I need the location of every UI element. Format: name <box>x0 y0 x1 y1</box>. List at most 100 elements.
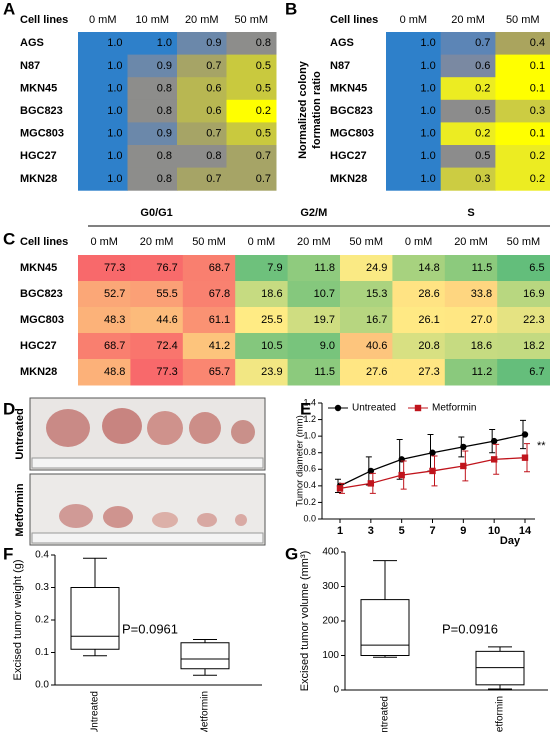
heat-cell <box>495 54 550 78</box>
heat-cell <box>497 333 550 360</box>
whisker-low <box>83 649 107 657</box>
y-tick-label: 100 <box>322 650 339 661</box>
cell-label: 48.8 <box>104 366 125 378</box>
whisker-high <box>193 639 217 643</box>
heat-cell <box>386 32 442 56</box>
heat-cell <box>130 255 184 282</box>
y-tick-label: 0.4 <box>303 480 316 490</box>
cell-label: 0.6 <box>206 82 221 94</box>
heat-cell <box>226 122 277 146</box>
heat-cell <box>177 167 227 191</box>
marker <box>460 462 467 470</box>
row-label: N87 <box>20 60 40 72</box>
heat-cell <box>78 32 128 56</box>
y-tick-label: 0.6 <box>303 464 316 474</box>
x-tick-label: Metformin <box>495 696 506 732</box>
ruler <box>31 532 264 544</box>
cell-label: 0.2 <box>475 128 490 140</box>
x-tick-label: Untreated <box>90 691 101 732</box>
corner-label: Cell lines <box>20 14 68 26</box>
y-tick-label: 0.2 <box>303 497 316 507</box>
column-label: 20 mM <box>140 236 174 248</box>
cell-label: 0.8 <box>157 150 172 162</box>
heat-cell <box>444 255 498 282</box>
cell-label: 16.9 <box>523 288 544 300</box>
whisker-low <box>193 668 217 676</box>
whisker-high <box>373 560 397 600</box>
y-tick-label: 1.0 <box>303 431 316 441</box>
heat-cell <box>497 255 550 282</box>
tumor <box>46 409 90 447</box>
cell-label: 77.3 <box>104 262 125 274</box>
heat-cell <box>127 32 178 56</box>
y-tick-label: 1.4 <box>303 397 316 407</box>
group-label: G0/G1 <box>140 207 172 219</box>
cell-label: 0.3 <box>475 173 490 185</box>
cell-label: 0.5 <box>475 150 490 162</box>
cell-label: 1.0 <box>107 128 122 140</box>
heat-cell <box>287 333 341 360</box>
cell-label: 1.0 <box>107 82 122 94</box>
x-tick-label: 5 <box>399 525 405 537</box>
heat-cell <box>226 32 277 56</box>
cell-label: 18.6 <box>471 340 492 352</box>
y-axis-title: Excised tumor weight (g) <box>12 559 24 680</box>
row-label: MKN45 <box>20 82 57 94</box>
cell-label: 0.1 <box>530 128 545 140</box>
cell-label: 0.1 <box>530 82 545 94</box>
photo-row-label: Untreated <box>14 408 26 459</box>
y-tick-label: 0.0 <box>303 513 316 523</box>
cell-label: 7.9 <box>267 262 282 274</box>
cell-label: 0.8 <box>256 37 271 49</box>
tumor <box>147 411 183 445</box>
y-tick-label: 0.0 <box>35 680 49 691</box>
marker <box>460 443 467 451</box>
cell-label: 19.7 <box>314 314 335 326</box>
heat-cell <box>440 122 496 146</box>
x-tick-label: Metformin <box>200 691 211 732</box>
heat-cell <box>440 32 496 56</box>
tumor <box>231 420 255 444</box>
cell-label: 0.2 <box>475 82 490 94</box>
cell-label: 76.7 <box>156 262 177 274</box>
heat-cell <box>287 307 341 334</box>
panel-label: G <box>285 544 298 563</box>
panel-label: F <box>3 544 13 563</box>
heat-cell <box>182 359 236 386</box>
cell-label: 1.0 <box>420 150 435 162</box>
heat-cell <box>127 145 178 169</box>
x-tick-label: 10 <box>488 525 500 537</box>
heat-cell <box>78 54 128 78</box>
heat-cell <box>226 77 277 101</box>
heat-cell <box>444 333 498 360</box>
marker <box>521 454 529 461</box>
x-tick-label: 7 <box>429 525 435 537</box>
row-label: MKN45 <box>330 82 367 94</box>
annotation: P=0.0961 <box>122 621 178 636</box>
heat-cell <box>444 359 498 386</box>
heat-cell <box>78 77 128 101</box>
cell-label: 23.9 <box>261 366 282 378</box>
cell-label: 41.2 <box>209 340 230 352</box>
heat-cell <box>235 307 289 334</box>
cell-label: 0.3 <box>530 105 545 117</box>
marker <box>490 456 498 463</box>
cell-label: 9.0 <box>320 340 335 352</box>
tumor <box>189 412 221 444</box>
y-tick-label: 300 <box>322 581 339 592</box>
heat-cell <box>177 99 227 123</box>
y-tick-label: 0.3 <box>35 582 49 593</box>
heat-cell <box>440 167 496 191</box>
cell-label: 68.7 <box>209 262 230 274</box>
ruler <box>31 457 264 469</box>
cell-label: 55.5 <box>156 288 177 300</box>
whisker-low <box>488 684 512 690</box>
heat-cell <box>78 333 131 360</box>
column-label: 20 mM <box>297 236 331 248</box>
cell-label: 0.7 <box>206 60 221 72</box>
cell-label: 0.6 <box>206 105 221 117</box>
row-label: BGC823 <box>20 105 63 117</box>
heat-cell <box>392 307 446 334</box>
cell-label: 11.5 <box>314 366 335 378</box>
cell-label: 0.2 <box>530 150 545 162</box>
